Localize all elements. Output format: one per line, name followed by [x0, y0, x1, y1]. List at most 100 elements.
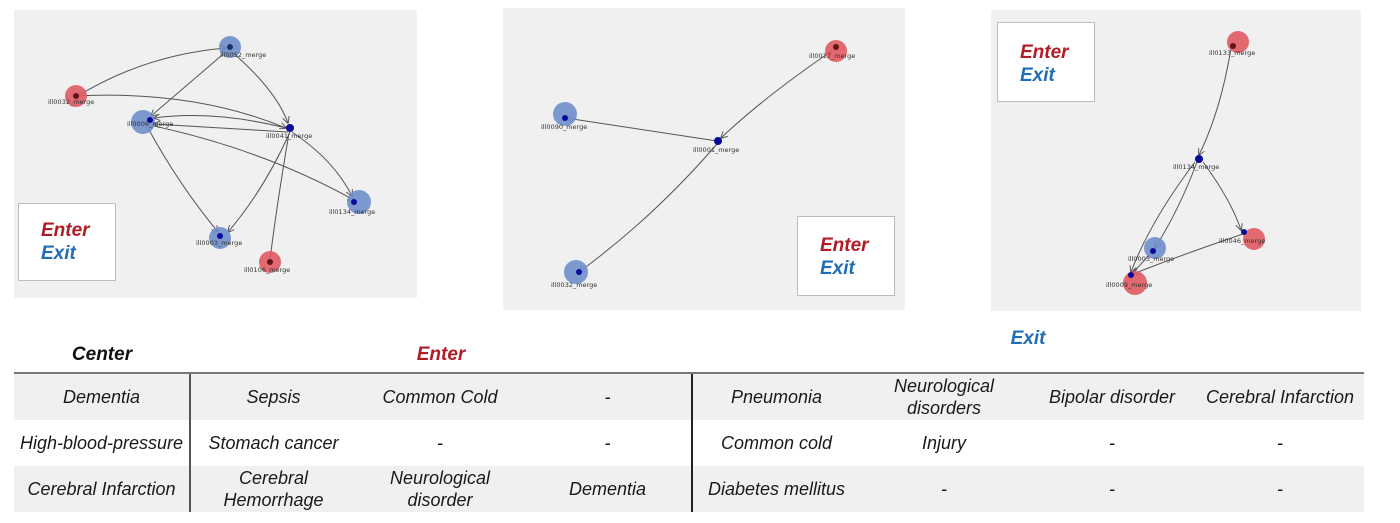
header-enter: Enter	[416, 344, 466, 365]
graph-node: ill0032_merge	[551, 260, 597, 289]
graph-canvas-3: ill0133_merge ill0134_merge ill0046_merg…	[1106, 31, 1265, 295]
cell-enter: -	[524, 372, 693, 420]
node-label: ill0052_merge	[220, 51, 266, 59]
cell-enter: Dementia	[524, 466, 693, 512]
legend-box-3: Enter Exit	[997, 22, 1095, 102]
graph-edge	[154, 116, 287, 129]
node-label: ill0134_merge	[1173, 163, 1219, 171]
graph-edge	[269, 132, 290, 261]
cell-exit: Pneumonia	[691, 372, 861, 420]
graph-edge	[151, 49, 229, 116]
graph-edge	[75, 48, 226, 98]
graph-edge	[1131, 161, 1196, 272]
legend-box-1: Enter Exit	[18, 203, 116, 281]
legend-enter: Enter	[820, 235, 869, 256]
graph-node: ill0106_merge	[244, 251, 290, 274]
legend-exit: Exit	[820, 258, 855, 279]
node-label: ill0003_merge	[1128, 255, 1174, 263]
graph-edge	[291, 131, 352, 196]
graph-edges-2	[566, 49, 834, 272]
graph-node: ill0133_merge	[1209, 31, 1255, 57]
graph-edge	[228, 131, 291, 232]
cell-exit: -	[860, 466, 1029, 512]
graph-edge	[147, 127, 218, 232]
graph-edge	[579, 143, 718, 272]
graph-panel-2: ill0017_merge ill0090_merge ill0001_merg…	[503, 8, 905, 310]
cell-exit: Neurological disorders	[860, 372, 1029, 420]
legend-enter: Enter	[1020, 42, 1069, 63]
graph-node: ill0001_merge	[693, 137, 739, 154]
graph-edge	[1202, 161, 1241, 230]
cell-enter: Common Cold	[356, 372, 524, 420]
cell-exit: -	[1028, 466, 1197, 512]
node-label: ill0032_merge	[48, 98, 94, 106]
graph-node: ill0090_merge	[541, 102, 587, 131]
header-exit: Exit	[1010, 328, 1046, 349]
cell-exit: Bipolar disorder	[1028, 372, 1197, 420]
graph-node: ill0003_merge	[1128, 237, 1174, 263]
graph-edge	[153, 125, 354, 200]
table-row: Cerebral Infarction Cerebral Hemorrhage …	[14, 466, 1365, 512]
cell-enter: Stomach cancer	[189, 420, 356, 466]
table-header-row: Center Enter Exit	[14, 328, 1364, 373]
legend-enter: Enter	[41, 220, 90, 241]
node-label: ill0106_merge	[244, 266, 290, 274]
cell-enter: -	[604, 433, 611, 453]
node-label: ill0046_merge	[1219, 237, 1265, 245]
header-center: Center	[71, 344, 133, 365]
cell-enter: Neurological disorder	[356, 466, 524, 512]
graph-nodes-3: ill0133_merge ill0134_merge ill0046_merg…	[1106, 31, 1265, 295]
node-label: ill0009_merge	[1106, 281, 1152, 289]
cell-center: Dementia	[14, 372, 190, 420]
graph-canvas-1: ill0052_merge ill0032_merge ill0006_merg…	[48, 36, 375, 274]
node-label: ill0133_merge	[1209, 49, 1255, 57]
graph-edge	[1133, 233, 1244, 274]
graph-node: ill0052_merge	[219, 36, 266, 59]
graph-edge	[566, 118, 718, 142]
node-label: ill0001_merge	[693, 146, 739, 154]
graph-node: ill0134_merge	[329, 190, 375, 216]
graph-edges-1	[75, 48, 354, 261]
graph-nodes-2: ill0017_merge ill0090_merge ill0001_merg…	[541, 40, 855, 289]
cell-exit: -	[1277, 433, 1284, 453]
cell-exit: Common cold	[691, 420, 861, 466]
graph-node: ill0046_merge	[1219, 228, 1265, 250]
graph-edge	[75, 94, 286, 128]
graph-node: ill0032_merge	[48, 85, 94, 107]
cell-enter: Sepsis	[189, 372, 356, 420]
cell-exit: -	[1109, 433, 1116, 453]
cell-exit: Injury	[922, 433, 967, 453]
node-label: ill0032_merge	[551, 281, 597, 289]
table-row: Dementia Sepsis Common Cold - Pneumonia …	[14, 372, 1365, 420]
legend-exit: Exit	[1020, 65, 1055, 86]
graph-node: ill0134_merge	[1173, 155, 1219, 171]
graph-edge	[721, 49, 834, 138]
legend-box-2: Enter Exit	[797, 216, 895, 296]
graph-nodes-1: ill0052_merge ill0032_merge ill0006_merg…	[48, 36, 375, 274]
node-label: ill0003_merge	[196, 239, 242, 247]
node-label: ill0041_merge	[266, 132, 312, 140]
node-label: ill0090_merge	[541, 123, 587, 131]
graph-canvas-2: ill0017_merge ill0090_merge ill0001_merg…	[541, 40, 855, 289]
graph-edge	[1155, 161, 1198, 248]
legend-exit: Exit	[41, 243, 76, 264]
graph-edge	[231, 51, 288, 123]
graph-node: ill0006_merge	[127, 110, 173, 134]
cell-center: High-blood-pressure	[19, 433, 184, 453]
table-row: High-blood-pressure Stomach cancer - - C…	[14, 420, 1364, 466]
graph-panel-3: ill0133_merge ill0134_merge ill0046_merg…	[991, 10, 1361, 311]
cell-exit: Diabetes mellitus	[691, 466, 861, 512]
graph-panel-1: ill0052_merge ill0032_merge ill0006_merg…	[14, 10, 417, 298]
graph-edge	[1199, 47, 1232, 155]
graph-node: ill0003_merge	[196, 227, 242, 249]
cell-exit: -	[1196, 466, 1365, 512]
node-label: ill0017_merge	[809, 52, 855, 60]
graph-node: ill0009_merge	[1106, 271, 1152, 295]
cell-enter: Cerebral Hemorrhage	[189, 466, 356, 512]
graph-edge	[154, 124, 289, 133]
cell-enter: -	[437, 433, 443, 453]
cell-center: Cerebral Infarction	[14, 466, 190, 512]
cell-exit: Cerebral Infarction	[1196, 372, 1365, 420]
graph-node: ill0041_merge	[266, 124, 312, 140]
results-table: Center Enter Exit Dementia Sepsis Common…	[14, 328, 1365, 512]
